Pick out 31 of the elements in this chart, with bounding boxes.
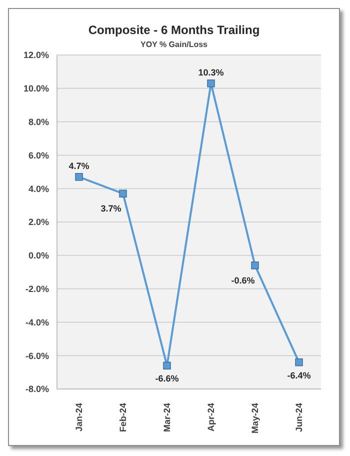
y-tick-label: -2.0% bbox=[25, 284, 49, 294]
chart-subtitle: YOY % Gain/Loss bbox=[140, 40, 208, 49]
y-tick-label: 8.0% bbox=[28, 116, 49, 127]
y-tick-label: 6.0% bbox=[28, 150, 49, 160]
chart-title: Composite - 6 Months Trailing bbox=[87, 23, 261, 37]
x-tick-label: Mar-24 bbox=[162, 403, 172, 432]
x-tick-label: Apr-24 bbox=[206, 403, 216, 432]
data-label: -6.6% bbox=[155, 374, 179, 384]
y-tick-label: -4.0% bbox=[25, 317, 49, 328]
y-tick-label: 10.0% bbox=[23, 84, 49, 94]
x-tick-label: Jan-24 bbox=[74, 403, 84, 432]
point bbox=[75, 173, 83, 181]
point bbox=[119, 190, 127, 198]
point bbox=[251, 262, 259, 270]
data-label: -6.4% bbox=[287, 370, 311, 380]
point bbox=[163, 362, 171, 370]
y-tick-label: 4.0% bbox=[28, 184, 49, 194]
y-tick-label: -8.0% bbox=[25, 384, 49, 394]
x-tick-label: May-24 bbox=[250, 403, 260, 434]
y-tick-label: 0.0% bbox=[28, 250, 49, 261]
y-tick-label: -6.0% bbox=[25, 350, 49, 361]
point bbox=[207, 79, 215, 88]
x-tick-label: Feb-24 bbox=[118, 403, 128, 432]
y-tick-label: 2.0% bbox=[28, 217, 49, 228]
x-tick-label: Jun-24 bbox=[294, 403, 304, 432]
data-label: 10.3% bbox=[198, 67, 224, 78]
data-label: 3.7% bbox=[100, 204, 122, 214]
y-tick-label: 12.0% bbox=[23, 50, 49, 60]
data-label: 4.7% bbox=[68, 160, 90, 171]
point bbox=[295, 358, 303, 366]
data-label: -0.6% bbox=[231, 275, 255, 286]
